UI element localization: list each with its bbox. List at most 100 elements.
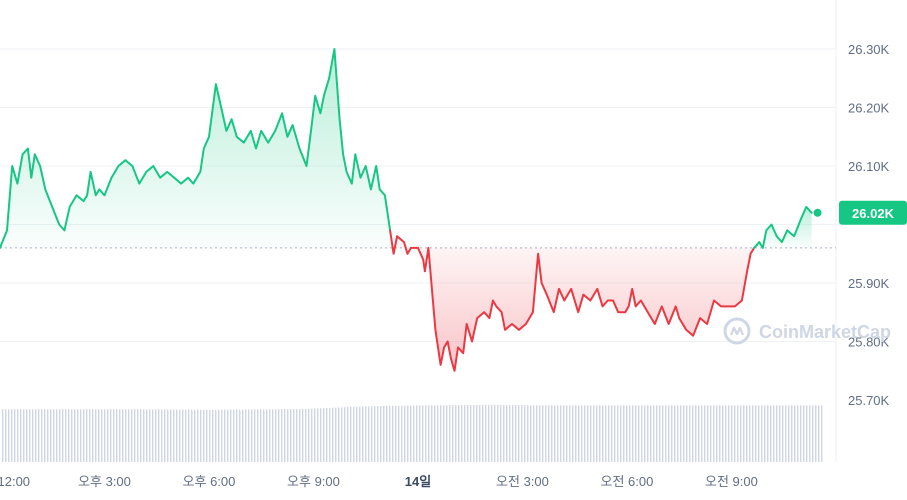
volume-bar [620, 405, 622, 462]
volume-bar [431, 405, 433, 462]
volume-bar [410, 405, 412, 462]
volume-bar [266, 409, 268, 462]
watermark-text: CoinMarketCap [759, 322, 891, 342]
volume-bar [470, 404, 472, 462]
volume-bar [215, 409, 217, 462]
volume-bar [563, 405, 565, 462]
volume-bar [83, 409, 85, 462]
volume-bar [521, 405, 523, 462]
volume-bar [50, 409, 52, 462]
volume-bar [62, 409, 64, 462]
volume-bar [104, 409, 106, 462]
volume-bar [761, 405, 763, 462]
volume-bar [503, 404, 505, 462]
volume-bar [212, 409, 214, 462]
volume-bar [245, 409, 247, 462]
volume-bar [587, 405, 589, 462]
y-axis-labels: 26.30K 26.20K 26.10K 25.90K 25.80K 25.70K [848, 42, 890, 408]
volume-bar [419, 405, 421, 462]
volume-bar [119, 409, 121, 462]
volume-bar [17, 409, 19, 462]
volume-bar [659, 405, 661, 462]
volume-bar [707, 405, 709, 462]
x-tick-label: 오후 12:00 [0, 474, 30, 489]
volume-bar [440, 405, 442, 462]
last-price-dot [813, 208, 822, 217]
volume-bar [14, 409, 16, 462]
volume-bar [566, 405, 568, 462]
volume-bar [293, 408, 295, 462]
volume-bar [5, 409, 7, 462]
volume-bar [23, 409, 25, 462]
volume-bar [191, 409, 193, 462]
volume-bar [185, 409, 187, 462]
volume-bar [8, 409, 10, 462]
volume-bar [278, 409, 280, 462]
volume-bar [581, 405, 583, 462]
coinmarketcap-logo-icon [723, 317, 751, 345]
volume-bar [536, 405, 538, 462]
volume-bar [731, 405, 733, 462]
y-tick-label: 26.20K [848, 101, 890, 116]
volume-bar [695, 405, 697, 462]
volume-bar [86, 409, 88, 462]
volume-bar [281, 409, 283, 462]
volume-bar [329, 407, 331, 462]
volume-bar [749, 405, 751, 462]
volume-bar [758, 405, 760, 462]
current-price-badge: 26.02K [839, 200, 907, 225]
volume-bar [578, 405, 580, 462]
volume-bar [128, 409, 130, 462]
volume-bar [203, 409, 205, 462]
x-tick-label: 오후 9:00 [287, 474, 340, 489]
volume-bar [443, 405, 445, 462]
volume-bar [197, 409, 199, 462]
volume-bar [98, 409, 100, 462]
volume-bar [347, 407, 349, 462]
volume-bar [635, 405, 637, 462]
volume-bar [230, 409, 232, 462]
volume-bar [413, 405, 415, 462]
volume-bar [815, 405, 817, 462]
volume-bar [638, 405, 640, 462]
volume-bar [512, 404, 514, 462]
volume-bar [26, 409, 28, 462]
volume-bars [2, 404, 823, 462]
price-area-down [390, 230, 755, 371]
volume-bar [146, 409, 148, 462]
volume-bar [341, 407, 343, 462]
volume-bar [773, 405, 775, 462]
x-tick-label: 오전 6:00 [601, 474, 654, 489]
volume-bar [326, 408, 328, 462]
volume-bar [800, 405, 802, 462]
volume-bar [491, 404, 493, 462]
volume-bar [275, 409, 277, 462]
volume-bar [479, 404, 481, 462]
volume-bar [464, 404, 466, 462]
volume-bar [248, 409, 250, 462]
volume-bar [236, 409, 238, 462]
volume-bar [602, 405, 604, 462]
volume-bar [650, 405, 652, 462]
volume-bar [233, 409, 235, 462]
volume-bar [170, 409, 172, 462]
price-area-up [0, 49, 391, 248]
volume-bar [701, 405, 703, 462]
volume-bar [11, 409, 13, 462]
price-line-down [389, 229, 756, 372]
volume-bar [80, 409, 82, 462]
volume-bar [560, 405, 562, 462]
volume-bar [353, 406, 355, 462]
volume-bar [614, 405, 616, 462]
volume-bar [344, 407, 346, 462]
volume-bar [350, 406, 352, 462]
volume-bar [122, 409, 124, 462]
volume-bar [284, 409, 286, 462]
price-lines [0, 48, 822, 372]
volume-bar [287, 409, 289, 462]
price-areas [0, 49, 812, 371]
volume-bar [155, 409, 157, 462]
volume-bar [53, 409, 55, 462]
volume-bar [653, 405, 655, 462]
